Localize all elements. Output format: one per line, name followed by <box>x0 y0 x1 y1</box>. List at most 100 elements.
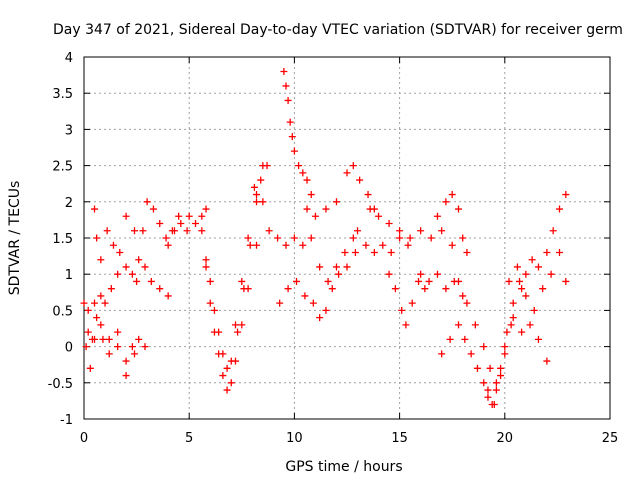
data-point <box>164 292 172 300</box>
data-point <box>99 335 107 343</box>
data-point <box>417 227 425 235</box>
data-point <box>227 357 235 365</box>
data-point <box>396 234 404 242</box>
data-point <box>354 227 362 235</box>
series-track-o <box>307 234 357 285</box>
data-point <box>459 292 467 300</box>
data-point <box>219 372 227 380</box>
data-point <box>402 321 410 329</box>
data-point <box>215 328 223 336</box>
y-tick-label: 1.5 <box>52 232 73 247</box>
y-tick-label: 3.5 <box>52 87 73 102</box>
series-track-x <box>505 248 570 314</box>
data-point <box>280 67 288 75</box>
series-track-a <box>80 263 141 314</box>
data-point <box>86 364 94 372</box>
data-point <box>492 386 500 394</box>
data-point <box>290 234 298 242</box>
data-point <box>274 234 282 242</box>
data-point <box>231 321 239 329</box>
series-track-e <box>139 198 191 242</box>
data-point <box>122 372 130 380</box>
data-point <box>223 364 231 372</box>
chart-title: Day 347 of 2021, Sidereal Day-to-day VTE… <box>53 22 623 38</box>
data-point <box>101 299 109 307</box>
data-point <box>486 364 494 372</box>
data-point <box>257 176 265 184</box>
data-point <box>461 335 469 343</box>
data-point <box>455 277 463 285</box>
data-point <box>490 401 498 409</box>
data-point <box>391 285 399 293</box>
data-point <box>109 241 117 249</box>
x-axis-label: GPS time / hours <box>285 459 402 475</box>
data-point <box>562 191 570 199</box>
data-point <box>335 270 343 278</box>
data-point <box>539 285 547 293</box>
data-point <box>501 343 509 351</box>
data-point <box>438 350 446 358</box>
data-point <box>299 169 307 177</box>
data-point <box>307 191 315 199</box>
y-tick-label: 0 <box>65 341 73 356</box>
data-point <box>82 343 90 351</box>
data-point <box>509 314 517 322</box>
data-point <box>210 306 218 314</box>
data-point <box>250 183 258 191</box>
data-points <box>80 67 570 409</box>
data-point <box>91 299 99 307</box>
data-point <box>107 285 115 293</box>
data-point <box>459 234 467 242</box>
data-point <box>133 277 141 285</box>
data-point <box>364 191 372 199</box>
series-track-h <box>198 227 261 394</box>
data-point <box>522 292 530 300</box>
data-point <box>284 285 292 293</box>
data-point <box>253 198 261 206</box>
y-axis-ticks: -1 -0.5 0 0.5 1 1.5 2 2.5 3 3.5 4 <box>48 51 610 428</box>
data-point <box>370 248 378 256</box>
data-point <box>141 263 149 271</box>
series-track-k <box>253 191 307 249</box>
x-axis-ticks: 0 5 10 15 20 25 <box>80 57 618 446</box>
x-tick-label: 10 <box>286 431 303 446</box>
data-point <box>349 162 357 170</box>
data-point <box>164 241 172 249</box>
data-point <box>135 256 143 264</box>
data-point <box>467 350 475 358</box>
data-point <box>421 285 429 293</box>
data-point <box>556 248 564 256</box>
data-point <box>130 227 138 235</box>
data-point <box>80 299 88 307</box>
data-point <box>503 328 511 336</box>
data-point <box>183 227 191 235</box>
data-point <box>202 205 210 213</box>
data-point <box>484 393 492 401</box>
data-point <box>206 277 214 285</box>
data-point <box>293 277 301 285</box>
data-point <box>530 306 538 314</box>
data-point <box>509 299 517 307</box>
data-point <box>84 328 92 336</box>
data-point <box>175 212 183 220</box>
data-point <box>253 191 261 199</box>
data-point <box>442 285 450 293</box>
data-point <box>299 241 307 249</box>
data-point <box>484 386 492 394</box>
series-track-g <box>164 205 210 249</box>
data-point <box>513 263 521 271</box>
data-point <box>234 328 242 336</box>
data-point <box>375 212 383 220</box>
data-point <box>534 263 542 271</box>
data-point <box>206 299 214 307</box>
series-track-f <box>135 256 172 300</box>
data-point <box>223 386 231 394</box>
y-axis-label: SDTVAR / TECUs <box>7 181 23 296</box>
data-point <box>448 241 456 249</box>
data-point <box>185 212 193 220</box>
data-point <box>543 357 551 365</box>
data-point <box>406 234 414 242</box>
data-point <box>425 277 433 285</box>
data-point <box>311 212 319 220</box>
data-point <box>307 234 315 242</box>
